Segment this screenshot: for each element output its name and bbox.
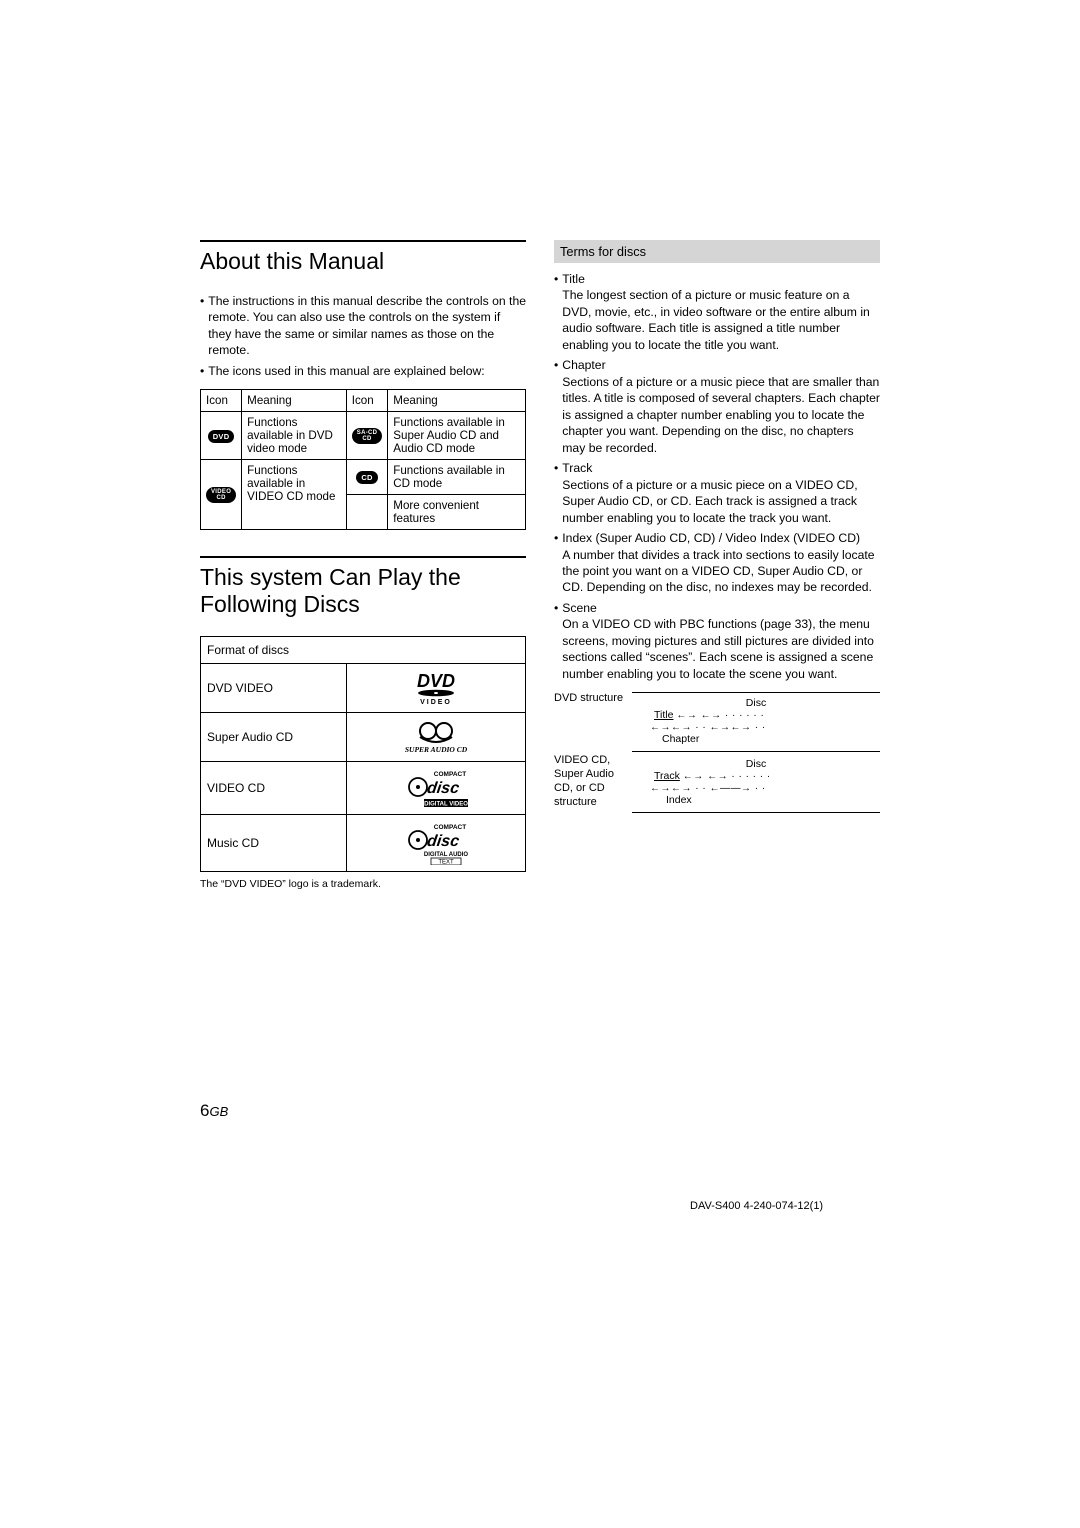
- page-number: 6GB: [200, 1101, 228, 1121]
- bullet-list-about: • The instructions in this manual descri…: [200, 293, 526, 379]
- th-format: Format of discs: [201, 637, 526, 664]
- arrow-icon: ←→←→ · · ←——→ · ·: [650, 783, 766, 794]
- diagram-box-dvd: Disc Title ←→ ←→ · · · · · · ←→←→ · · ←→…: [632, 692, 880, 752]
- term-body: Sections of a picture or a music piece o…: [562, 478, 857, 525]
- bullet-text: The instructions in this manual describe…: [208, 293, 526, 359]
- super-audio-cd-logo-icon: SUPER AUDIO CD: [396, 719, 476, 755]
- terms-list: • Title The longest section of a picture…: [554, 271, 880, 682]
- term-item: • Chapter Sections of a picture or a mus…: [554, 357, 880, 456]
- diagram-label-cd: VIDEO CD, Super Audio CD, or CD structur…: [554, 754, 632, 809]
- video-cd-logo-icon: COMPACT disc DIGITAL VIDEO: [396, 768, 476, 808]
- section-rule: [200, 240, 526, 242]
- svg-text:COMPACT: COMPACT: [434, 771, 466, 778]
- bullet-item: • The icons used in this manual are expl…: [200, 363, 526, 379]
- term-name: Chapter: [562, 358, 605, 372]
- term-name: Index (Super Audio CD, CD) / Video Index…: [562, 531, 860, 545]
- svg-text:disc: disc: [426, 832, 461, 850]
- term-item: • Title The longest section of a picture…: [554, 271, 880, 353]
- cell-icon-empty: [346, 495, 388, 530]
- diagram-label-dvd: DVD structure: [554, 692, 632, 706]
- diagram-index-label: Index: [666, 794, 876, 806]
- term-name: Title: [562, 272, 585, 286]
- term-item: • Index (Super Audio CD, CD) / Video Ind…: [554, 530, 880, 596]
- heading-about: About this Manual: [200, 248, 526, 275]
- svg-text:DIGITAL AUDIO: DIGITAL AUDIO: [424, 852, 469, 858]
- diagram-title-label: Title: [654, 709, 673, 721]
- term-body: A number that divides a track into secti…: [562, 548, 874, 595]
- cd-badge-icon: CD: [356, 471, 377, 484]
- cell-format-logo: SUPER AUDIO CD: [347, 713, 526, 762]
- cell-format-label: Music CD: [201, 815, 347, 872]
- th-meaning: Meaning: [242, 390, 347, 412]
- term-name: Track: [562, 461, 592, 475]
- svg-text:DVD: DVD: [417, 671, 455, 691]
- bullet-dot: •: [554, 271, 558, 353]
- arrow-icon: ←→←→ · · ←→←→ · ·: [650, 722, 766, 733]
- svg-text:SUPER AUDIO CD: SUPER AUDIO CD: [405, 745, 468, 754]
- section-rule: [200, 556, 526, 558]
- cell-format-logo: COMPACT disc DIGITAL AUDIO TEXT: [347, 815, 526, 872]
- page-number-suffix: GB: [209, 1104, 228, 1119]
- cell-format-logo: COMPACT disc DIGITAL VIDEO: [347, 762, 526, 815]
- footer-doc-code: DAV-S400 4-240-074-12(1): [690, 1200, 823, 1212]
- dvd-video-logo-icon: DVD VIDEO: [399, 670, 473, 706]
- diagram-chapter-label: Chapter: [662, 733, 876, 745]
- cell-meaning: Functions available in CD mode: [388, 460, 526, 495]
- term-body: The longest section of a picture or musi…: [562, 288, 870, 351]
- term-item: • Scene On a VIDEO CD with PBC functions…: [554, 600, 880, 682]
- th-meaning: Meaning: [388, 390, 526, 412]
- disc-structure-diagram: DVD structure Disc Title ←→ ←→ · · · · ·…: [554, 692, 880, 813]
- heading-discs: This system Can Play the Following Discs: [200, 564, 526, 618]
- cell-format-label: DVD VIDEO: [201, 664, 347, 713]
- svg-text:COMPACT: COMPACT: [434, 824, 466, 831]
- th-icon: Icon: [201, 390, 242, 412]
- cell-format-label: VIDEO CD: [201, 762, 347, 815]
- disc-format-table: Format of discs DVD VIDEO DVD VIDEO Supe…: [200, 636, 526, 872]
- bullet-item: • The instructions in this manual descri…: [200, 293, 526, 359]
- bullet-dot: •: [554, 530, 558, 596]
- bullet-dot: •: [554, 460, 558, 526]
- term-item: • Track Sections of a picture or a music…: [554, 460, 880, 526]
- sacd-badge-icon: SA-CD CD: [352, 428, 383, 444]
- svg-text:DIGITAL VIDEO: DIGITAL VIDEO: [424, 802, 468, 808]
- svg-text:TEXT: TEXT: [438, 860, 454, 865]
- cell-meaning: Functions available in DVD video mode: [242, 412, 347, 460]
- cell-format-logo: DVD VIDEO: [347, 664, 526, 713]
- bullet-text: The icons used in this manual are explai…: [208, 363, 484, 379]
- bullet-dot: •: [554, 357, 558, 456]
- diagram-disc-label: Disc: [636, 697, 876, 709]
- term-name: Scene: [562, 601, 597, 615]
- cell-meaning: More convenient features: [388, 495, 526, 530]
- svg-text:VIDEO: VIDEO: [420, 699, 452, 706]
- music-cd-logo-icon: COMPACT disc DIGITAL AUDIO TEXT: [396, 821, 476, 865]
- subhead-terms: Terms for discs: [554, 240, 880, 263]
- trademark-note: The “DVD VIDEO” logo is a trademark.: [200, 878, 526, 890]
- diagram-track-label: Track: [654, 770, 680, 782]
- arrow-icon: ←→ ←→ · · · · · ·: [676, 710, 764, 721]
- svg-text:disc: disc: [426, 779, 461, 797]
- term-body: On a VIDEO CD with PBC functions (page 3…: [562, 617, 874, 680]
- th-icon: Icon: [346, 390, 388, 412]
- arrow-icon: ←→ ←→ · · · · · ·: [683, 771, 771, 782]
- bullet-dot: •: [200, 293, 204, 359]
- diagram-box-cd: Disc Track ←→ ←→ · · · · · · ←→←→ · · ←—…: [632, 754, 880, 813]
- dvd-badge-icon: DVD: [208, 430, 235, 443]
- cell-meaning: Functions available in VIDEO CD mode: [242, 460, 347, 530]
- bullet-dot: •: [554, 600, 558, 682]
- diagram-disc-label: Disc: [636, 758, 876, 770]
- bullet-dot: •: [200, 363, 204, 379]
- term-body: Sections of a picture or a music piece t…: [562, 375, 880, 455]
- videocd-badge-icon: VIDEO CD: [206, 487, 236, 503]
- cell-meaning: Functions available in Super Audio CD an…: [388, 412, 526, 460]
- icon-meaning-table: Icon Meaning Icon Meaning DVD Functions …: [200, 389, 526, 530]
- cell-format-label: Super Audio CD: [201, 713, 347, 762]
